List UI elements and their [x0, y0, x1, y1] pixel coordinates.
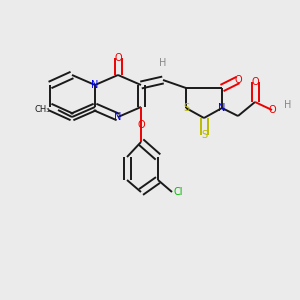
Text: H: H [159, 58, 167, 68]
Text: CH₃: CH₃ [34, 106, 50, 115]
Text: O: O [114, 53, 122, 63]
Text: O: O [268, 105, 276, 115]
Text: O: O [234, 75, 242, 85]
Text: S: S [201, 130, 207, 140]
Text: N: N [114, 112, 122, 122]
Text: N: N [218, 103, 226, 113]
Text: H: H [284, 100, 292, 110]
Text: O: O [137, 120, 145, 130]
Text: S: S [183, 103, 189, 113]
Text: Cl: Cl [173, 187, 183, 197]
Text: N: N [91, 80, 99, 90]
Text: O: O [251, 77, 259, 87]
